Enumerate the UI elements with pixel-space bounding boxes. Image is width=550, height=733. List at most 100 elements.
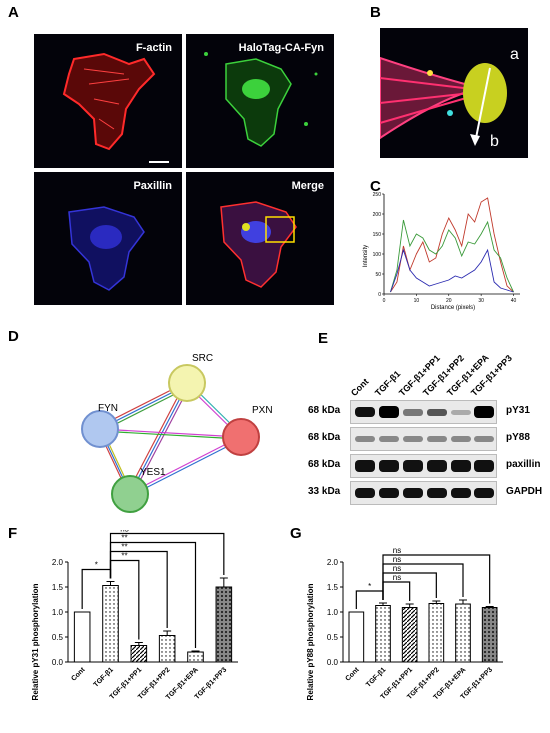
significance-label: *	[95, 561, 98, 570]
paxillin-label: Paxillin	[133, 180, 172, 192]
chart-c-xtick-label: 0	[383, 298, 386, 304]
micrograph-paxillin: Paxillin	[34, 172, 182, 305]
merge-zoom-box	[265, 216, 295, 243]
bar-category-label: TGF-β1	[93, 666, 115, 688]
significance-label: ns	[393, 546, 401, 555]
blot-protein-1: pY88	[506, 432, 530, 443]
significance-label: ns	[393, 573, 401, 582]
bar-category-label: Cont	[345, 666, 362, 683]
blot-protein-3: GAPDH	[506, 486, 543, 497]
chart-c-ylabel: Intensity	[363, 245, 369, 267]
panel-label-f: F	[8, 525, 18, 542]
paxillin-cell-image	[68, 206, 145, 291]
bar-ytick-label: 1.5	[327, 583, 339, 592]
chart-c-xtick-label: 10	[414, 298, 420, 304]
chart-c-ytick-label: 150	[373, 232, 382, 238]
bar-ytick-label: 2.0	[52, 558, 64, 567]
bar-2	[401, 607, 418, 663]
panel-label-a: A	[8, 4, 19, 21]
chart-c-xtick-label: 30	[478, 298, 484, 304]
merge-label: Merge	[291, 180, 324, 192]
micrograph-halotag: HaloTag-CA-Fyn	[186, 34, 334, 168]
blot-protein-2: paxillin	[506, 459, 541, 470]
significance-label: **	[121, 534, 127, 543]
panel-label-e: E	[318, 330, 329, 347]
bar-ytick-label: 1.0	[327, 608, 339, 617]
micrograph-zoom: a b	[380, 28, 528, 158]
bar-0	[73, 611, 91, 663]
chart-c-xtick-label: 40	[511, 298, 517, 304]
blot-protein-0: pY31	[506, 405, 530, 416]
bar-3	[428, 603, 445, 663]
bar-2	[130, 645, 148, 663]
bar-5	[215, 586, 233, 663]
chart-c-line-red	[390, 197, 514, 293]
lane-label-tgf: TGF-β1	[372, 368, 403, 398]
blot-row-paxillin	[350, 454, 497, 478]
bar-ytick-label: 1.0	[52, 608, 64, 617]
blot-kda-3: 33 kDa	[308, 486, 341, 497]
significance-bracket	[382, 581, 411, 601]
factin-label: F-actin	[135, 42, 172, 54]
bar-category-label: TGF-β1	[365, 666, 387, 688]
point-b-label: b	[490, 133, 499, 150]
panel-label-c: C	[370, 178, 381, 195]
node-src	[168, 364, 206, 402]
node-yes1	[111, 475, 149, 513]
node-src-label: SRC	[192, 353, 213, 364]
node-pxn	[222, 418, 260, 456]
halotag-label: HaloTag-CA-Fyn	[238, 42, 324, 54]
significance-label: **	[121, 552, 127, 561]
blot-row-py88	[350, 427, 497, 451]
bar-ylabel: Relative pY31 phosphorylation	[31, 583, 40, 700]
blot-kda-0: 68 kDa	[308, 405, 341, 416]
blot-row-gapdh	[350, 481, 497, 505]
panel-label-d: D	[8, 328, 19, 345]
bar-3	[158, 635, 176, 663]
chart-c-ytick-label: 100	[373, 252, 382, 258]
string-network: SRC FYN PXN YES1	[81, 353, 273, 513]
chart-c-ytick-label: 250	[373, 192, 382, 198]
significance-label: ns	[393, 555, 401, 564]
node-pxn-label: PXN	[252, 405, 273, 416]
significance-label: ns	[393, 564, 401, 573]
factin-cell-image	[62, 52, 169, 163]
bar-ytick-label: 0.5	[52, 633, 64, 642]
bar-1	[375, 605, 391, 663]
blot-row-py31	[350, 400, 497, 424]
merge-cell-image	[220, 201, 297, 288]
bar-category-label: Cont	[70, 666, 87, 683]
chart-c-line-blue	[390, 248, 514, 293]
chart-c-ytick-label: 0	[378, 292, 381, 298]
significance-bracket	[382, 554, 491, 604]
bar-ytick-label: 2.0	[327, 558, 339, 567]
micrograph-merge: Merge	[186, 172, 334, 305]
py31-bar-chart: Relative pY31 phosphorylation 0.0 0.5 1.0 1.…	[31, 530, 238, 701]
lane-label-cont: Cont	[348, 376, 371, 398]
significance-label: *	[368, 582, 371, 591]
chart-c-ytick-label: 50	[375, 272, 381, 278]
bar-ytick-label: 0.5	[327, 633, 339, 642]
py88-bar-chart: Relative pY88 phosphorylation 0.0 0.5 1.0 1.…	[306, 546, 503, 701]
chart-c-line-green	[390, 219, 514, 293]
halotag-cell-image	[204, 52, 318, 147]
significance-bracket	[109, 532, 225, 579]
panel-label-b: B	[370, 4, 381, 21]
bar-4	[455, 603, 471, 663]
node-yes1-label: YES1	[140, 467, 166, 478]
chart-c-xtick-label: 20	[446, 298, 452, 304]
chart-c-xlabel: Distance (pixels)	[431, 305, 475, 311]
bar-0	[348, 611, 365, 663]
bar-ytick-label: 0.0	[327, 658, 339, 667]
intensity-line-chart: Intensity Distance (pixels) 0 10 20 30 40 0 50…	[363, 192, 520, 311]
bar-1	[102, 585, 119, 663]
chart-c-ytick-label: 200	[373, 212, 382, 218]
micrograph-factin: F-actin	[34, 34, 182, 168]
node-fyn-label: FYN	[98, 403, 118, 414]
bar-ytick-label: 1.5	[52, 583, 64, 592]
bar-5	[481, 607, 498, 663]
bar-4	[187, 651, 204, 663]
bar-ylabel: Relative pY88 phosphorylation	[306, 583, 315, 700]
blot-kda-1: 68 kDa	[308, 432, 341, 443]
significance-label: ns	[120, 530, 128, 534]
